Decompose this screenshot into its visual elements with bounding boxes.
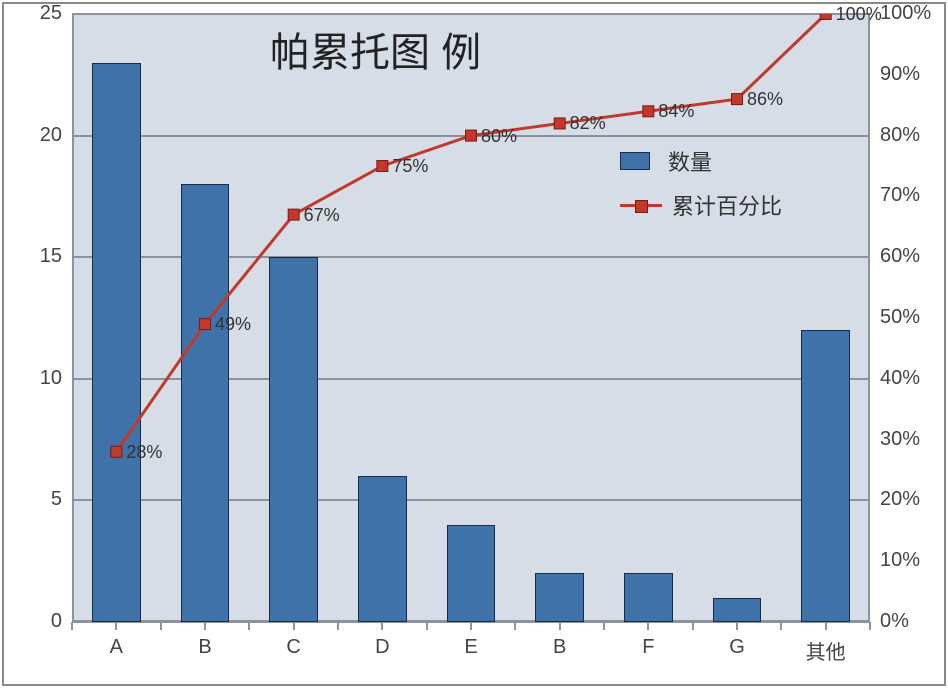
x-tick [115,622,117,630]
chart-title: 帕累托图 例 [270,20,481,78]
legend-item-bar: 数量 [620,150,782,172]
y-right-tick-label: 60% [880,245,920,268]
x-tick [337,622,339,630]
x-tick-label: B [553,636,566,659]
legend-label-bar: 数量 [668,145,712,177]
line-data-label: 28% [126,442,162,463]
axis-line [868,14,870,622]
y-right-tick-label: 0% [880,610,909,633]
x-tick [603,622,605,630]
line-data-label: 67% [304,205,340,226]
y-right-tick-label: 40% [880,367,920,390]
x-tick [248,622,250,630]
bar [624,573,673,622]
x-tick-label: A [110,636,123,659]
x-tick-label: 其他 [806,636,846,665]
bar [181,184,230,622]
x-tick [71,622,73,630]
line-data-label: 100% [836,4,882,25]
y-left-tick-label: 15 [40,245,62,268]
x-tick-label: F [642,636,654,659]
axis-line [72,14,74,622]
x-tick [470,622,472,630]
line-data-label: 49% [215,314,251,335]
x-tick [204,622,206,630]
bar [801,330,850,622]
legend-swatch-bar [620,152,650,170]
bar [269,257,318,622]
y-left-tick-label: 10 [40,367,62,390]
x-tick-label: E [464,636,477,659]
legend-label-line: 累计百分比 [672,189,782,221]
y-right-tick-label: 30% [880,428,920,451]
x-tick [426,622,428,630]
x-tick-label: B [198,636,211,659]
x-tick [381,622,383,630]
legend: 数量 累计百分比 [620,150,782,238]
y-right-tick-label: 50% [880,306,920,329]
x-tick [780,622,782,630]
bar [535,573,584,622]
line-data-label: 80% [481,126,517,147]
y-right-tick-label: 10% [880,549,920,572]
x-tick [736,622,738,630]
y-right-tick-label: 90% [880,63,920,86]
y-right-tick-label: 80% [880,124,920,147]
y-left-tick-label: 0 [51,610,62,633]
bar [447,525,496,622]
x-tick [692,622,694,630]
line-data-label: 75% [392,156,428,177]
y-right-tick-label: 100% [880,2,931,25]
bar [713,598,762,622]
x-tick [160,622,162,630]
line-data-label: 86% [747,89,783,110]
legend-swatch-line [620,204,662,207]
y-left-tick-label: 20 [40,124,62,147]
grid-line [72,135,870,137]
y-left-tick-label: 25 [40,2,62,25]
y-right-tick-label: 70% [880,184,920,207]
x-tick [869,622,871,630]
bar [92,63,141,622]
y-left-tick-label: 5 [51,488,62,511]
legend-item-line: 累计百分比 [620,194,782,216]
bar [358,476,407,622]
x-tick [825,622,827,630]
line-data-label: 82% [570,113,606,134]
line-data-label: 84% [658,101,694,122]
x-tick [514,622,516,630]
x-tick-label: C [286,636,300,659]
x-tick-label: G [729,636,745,659]
x-tick [647,622,649,630]
grid-line [72,13,870,15]
x-tick [293,622,295,630]
y-right-tick-label: 20% [880,488,920,511]
x-tick [559,622,561,630]
x-tick-label: D [375,636,389,659]
